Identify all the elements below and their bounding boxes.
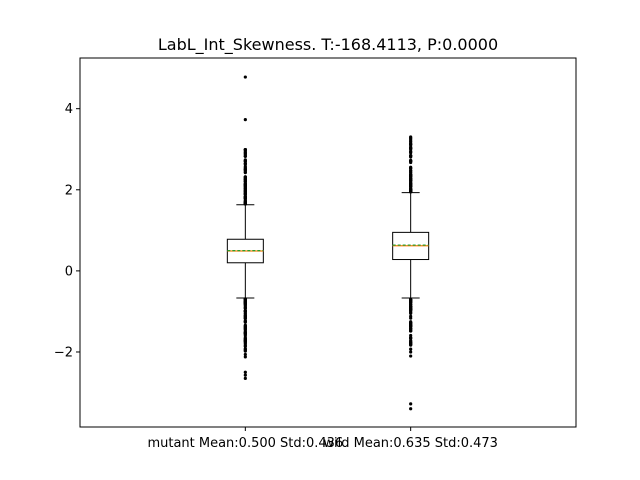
x-tick-label: wild Mean:0.635 Std:0.473 bbox=[323, 436, 498, 451]
outlier-point bbox=[243, 186, 247, 190]
outlier-point bbox=[243, 326, 247, 330]
outlier-point bbox=[409, 407, 413, 411]
outlier-point bbox=[243, 190, 247, 194]
y-tick-label: −2 bbox=[54, 345, 73, 360]
outlier-point bbox=[409, 187, 413, 192]
outlier-point bbox=[243, 370, 247, 374]
outlier-point bbox=[409, 182, 413, 186]
outlier-point bbox=[243, 309, 247, 314]
x-tick-label: mutant Mean:0.500 Std:0.436 bbox=[147, 436, 343, 451]
outlier-point bbox=[243, 319, 247, 323]
outlier-point bbox=[409, 354, 413, 358]
outlier-point bbox=[243, 304, 247, 308]
outlier-point bbox=[409, 350, 413, 354]
outlier-point bbox=[243, 192, 247, 197]
outlier-point bbox=[409, 333, 413, 338]
y-tick-label: 4 bbox=[65, 102, 73, 117]
outlier-point bbox=[243, 154, 247, 158]
outlier-point bbox=[409, 136, 413, 140]
outlier-point bbox=[243, 195, 247, 199]
outlier-point bbox=[243, 348, 247, 352]
outlier-point bbox=[243, 331, 247, 335]
outlier-point bbox=[243, 178, 247, 182]
outlier-point bbox=[409, 165, 413, 169]
outlier-point bbox=[243, 355, 247, 359]
outlier-point bbox=[243, 159, 247, 163]
outlier-point bbox=[243, 182, 247, 186]
outlier-point bbox=[409, 347, 413, 351]
outlier-point bbox=[409, 324, 413, 328]
outlier-point bbox=[409, 309, 413, 314]
outlier-point bbox=[243, 298, 247, 303]
outlier-point bbox=[409, 176, 413, 180]
outlier-point bbox=[409, 180, 413, 184]
outlier-point bbox=[409, 145, 413, 149]
outlier-point bbox=[243, 344, 247, 348]
outlier-point bbox=[409, 304, 413, 308]
outlier-point bbox=[243, 148, 247, 152]
outlier-point bbox=[243, 373, 247, 377]
outlier-point bbox=[409, 314, 413, 318]
outlier-point bbox=[243, 337, 247, 341]
outlier-point bbox=[243, 75, 247, 79]
y-tick-label: 2 bbox=[65, 183, 73, 198]
outlier-point bbox=[409, 402, 413, 406]
outlier-point bbox=[409, 173, 413, 177]
outlier-point bbox=[243, 315, 247, 319]
outlier-point bbox=[409, 170, 413, 174]
chart-title: LabL_Int_Skewness. T:-168.4113, P:0.0000 bbox=[158, 35, 498, 55]
outlier-point bbox=[243, 201, 247, 205]
outlier-point bbox=[409, 329, 413, 333]
outlier-point bbox=[409, 149, 413, 153]
outlier-point bbox=[243, 161, 247, 166]
outlier-point bbox=[409, 300, 413, 304]
y-tick-label: 0 bbox=[65, 264, 73, 279]
outlier-point bbox=[409, 142, 413, 146]
outlier-point bbox=[409, 140, 413, 144]
outlier-point bbox=[409, 155, 413, 159]
outlier-point bbox=[409, 342, 413, 346]
outlier-point bbox=[409, 159, 413, 163]
outlier-point bbox=[243, 168, 247, 173]
outlier-point bbox=[243, 376, 247, 380]
outlier-point bbox=[243, 118, 247, 122]
outlier-point bbox=[243, 352, 247, 357]
axes-frame bbox=[79, 57, 577, 428]
